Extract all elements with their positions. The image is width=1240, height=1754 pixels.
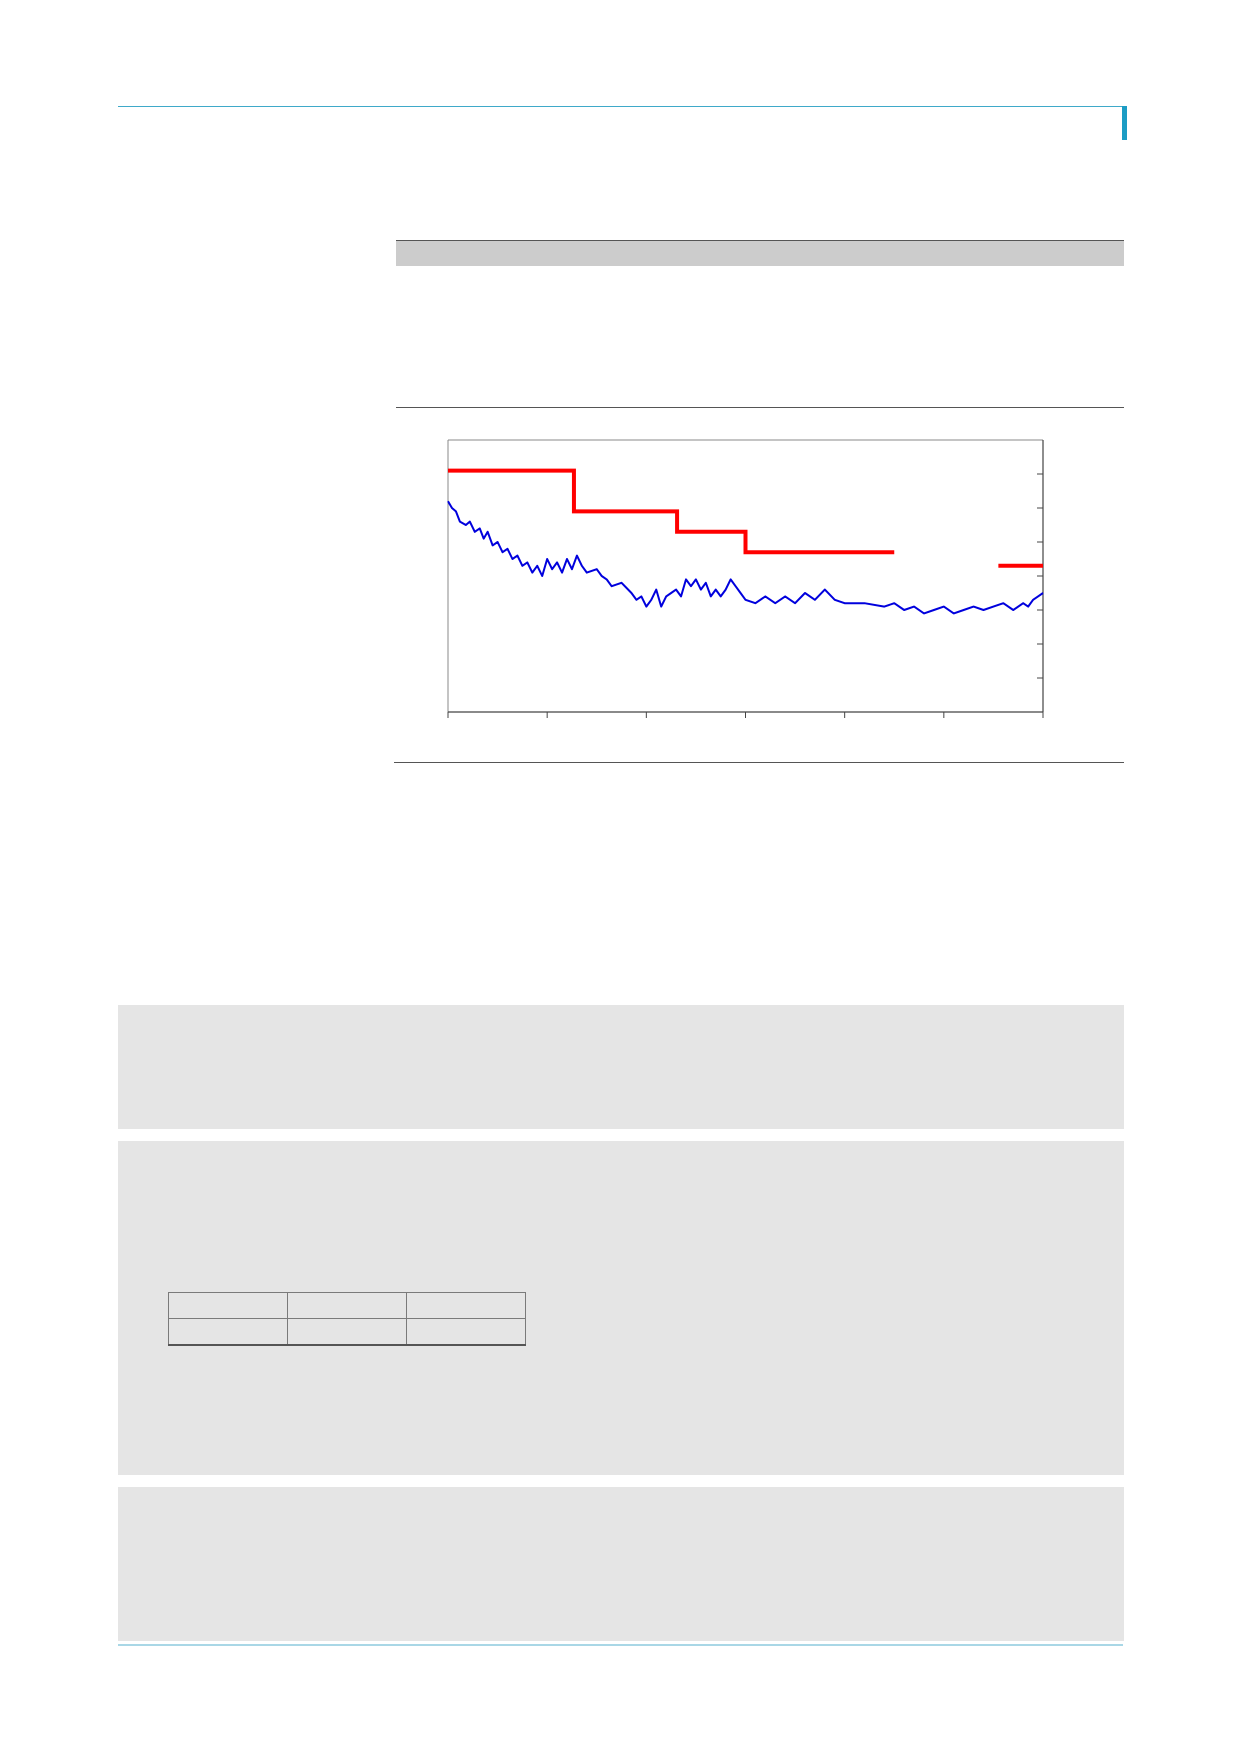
chart-bottom-rule (394, 762, 1124, 763)
section-header-bar (396, 240, 1124, 266)
data-table (168, 1292, 526, 1346)
table-row (168, 1318, 526, 1346)
table-cell (287, 1292, 407, 1319)
info-panel-3 (118, 1487, 1124, 1641)
info-panel-1 (118, 1005, 1124, 1129)
table-cell (406, 1292, 526, 1319)
step-series-line (448, 468, 895, 555)
price-chart (447, 439, 1044, 718)
chart-top-rule (396, 407, 1124, 408)
header-rule (118, 106, 1123, 107)
price-series-line (447, 500, 1044, 615)
table-row (168, 1292, 526, 1319)
chart-series (447, 468, 1044, 615)
table-cell (168, 1292, 288, 1319)
table-cell (287, 1318, 407, 1346)
table-cell (406, 1318, 526, 1346)
chart-axes (447, 439, 1044, 718)
table-cell (168, 1318, 288, 1346)
footer-rule (118, 1644, 1123, 1646)
chart-container (396, 420, 1124, 720)
page-marker (1122, 106, 1127, 140)
